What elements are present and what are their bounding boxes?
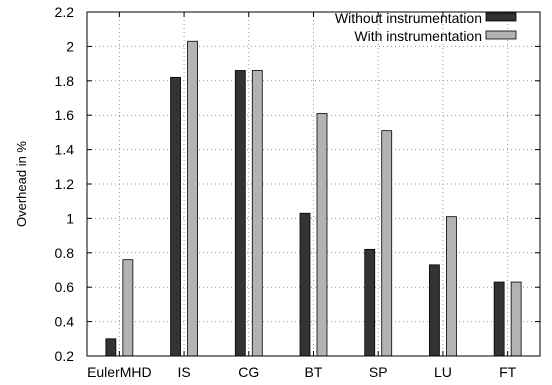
legend-swatch-with [485,30,517,40]
y-tick-label: 2 [66,38,74,54]
bar-without-lu [429,264,440,357]
y-tick-label: 0.4 [55,314,75,330]
y-axis-title: Overhead in % [14,141,29,227]
bar-with-ft [510,281,522,357]
x-tick-label: LU [434,364,452,380]
bar-without-bt [299,212,311,357]
bar-without-sp [364,248,376,357]
y-tick-label: 1 [66,210,74,226]
bar-without-cg [234,70,246,357]
y-tick-label: 1.6 [55,107,75,123]
x-tick-label: EulerMHD [87,364,152,380]
legend-label-with: With instrumentation [354,28,482,44]
y-tick-label: 1.8 [55,73,75,89]
y-tick-label: 0.8 [55,245,75,261]
x-axis-ticks: EulerMHD IS CG BT SP LU FT [87,12,517,380]
y-tick-label: 1.4 [55,142,75,158]
x-tick-label: IS [177,364,190,380]
legend-swatch-without [485,12,517,22]
x-tick-label: BT [305,364,323,380]
y-axis-ticks: 0.2 0.4 0.6 0.8 1 1.2 1.4 1.6 1.8 2 2.2 [55,4,540,364]
bars [105,40,522,357]
legend-label-without: Without instrumentation [335,10,482,26]
y-tick-label: 0.2 [55,348,75,364]
grid-lines [87,12,540,356]
y-tick-label: 2.2 [55,4,75,20]
bar-with-sp [381,130,393,357]
x-tick-label: CG [238,364,259,380]
bar-with-eulermhd [122,259,134,357]
bar-with-is [187,40,198,357]
x-tick-label: FT [499,364,517,380]
legend: Without instrumentation With instrumenta… [335,10,517,44]
bar-without-eulermhd [105,338,117,357]
y-tick-label: 0.6 [55,279,75,295]
bar-without-ft [493,281,505,357]
bar-with-lu [446,216,457,357]
bar-with-cg [251,70,263,357]
x-tick-label: SP [369,364,388,380]
y-tick-label: 1.2 [55,176,75,192]
bar-with-bt [316,113,328,357]
bar-without-is [170,76,181,357]
